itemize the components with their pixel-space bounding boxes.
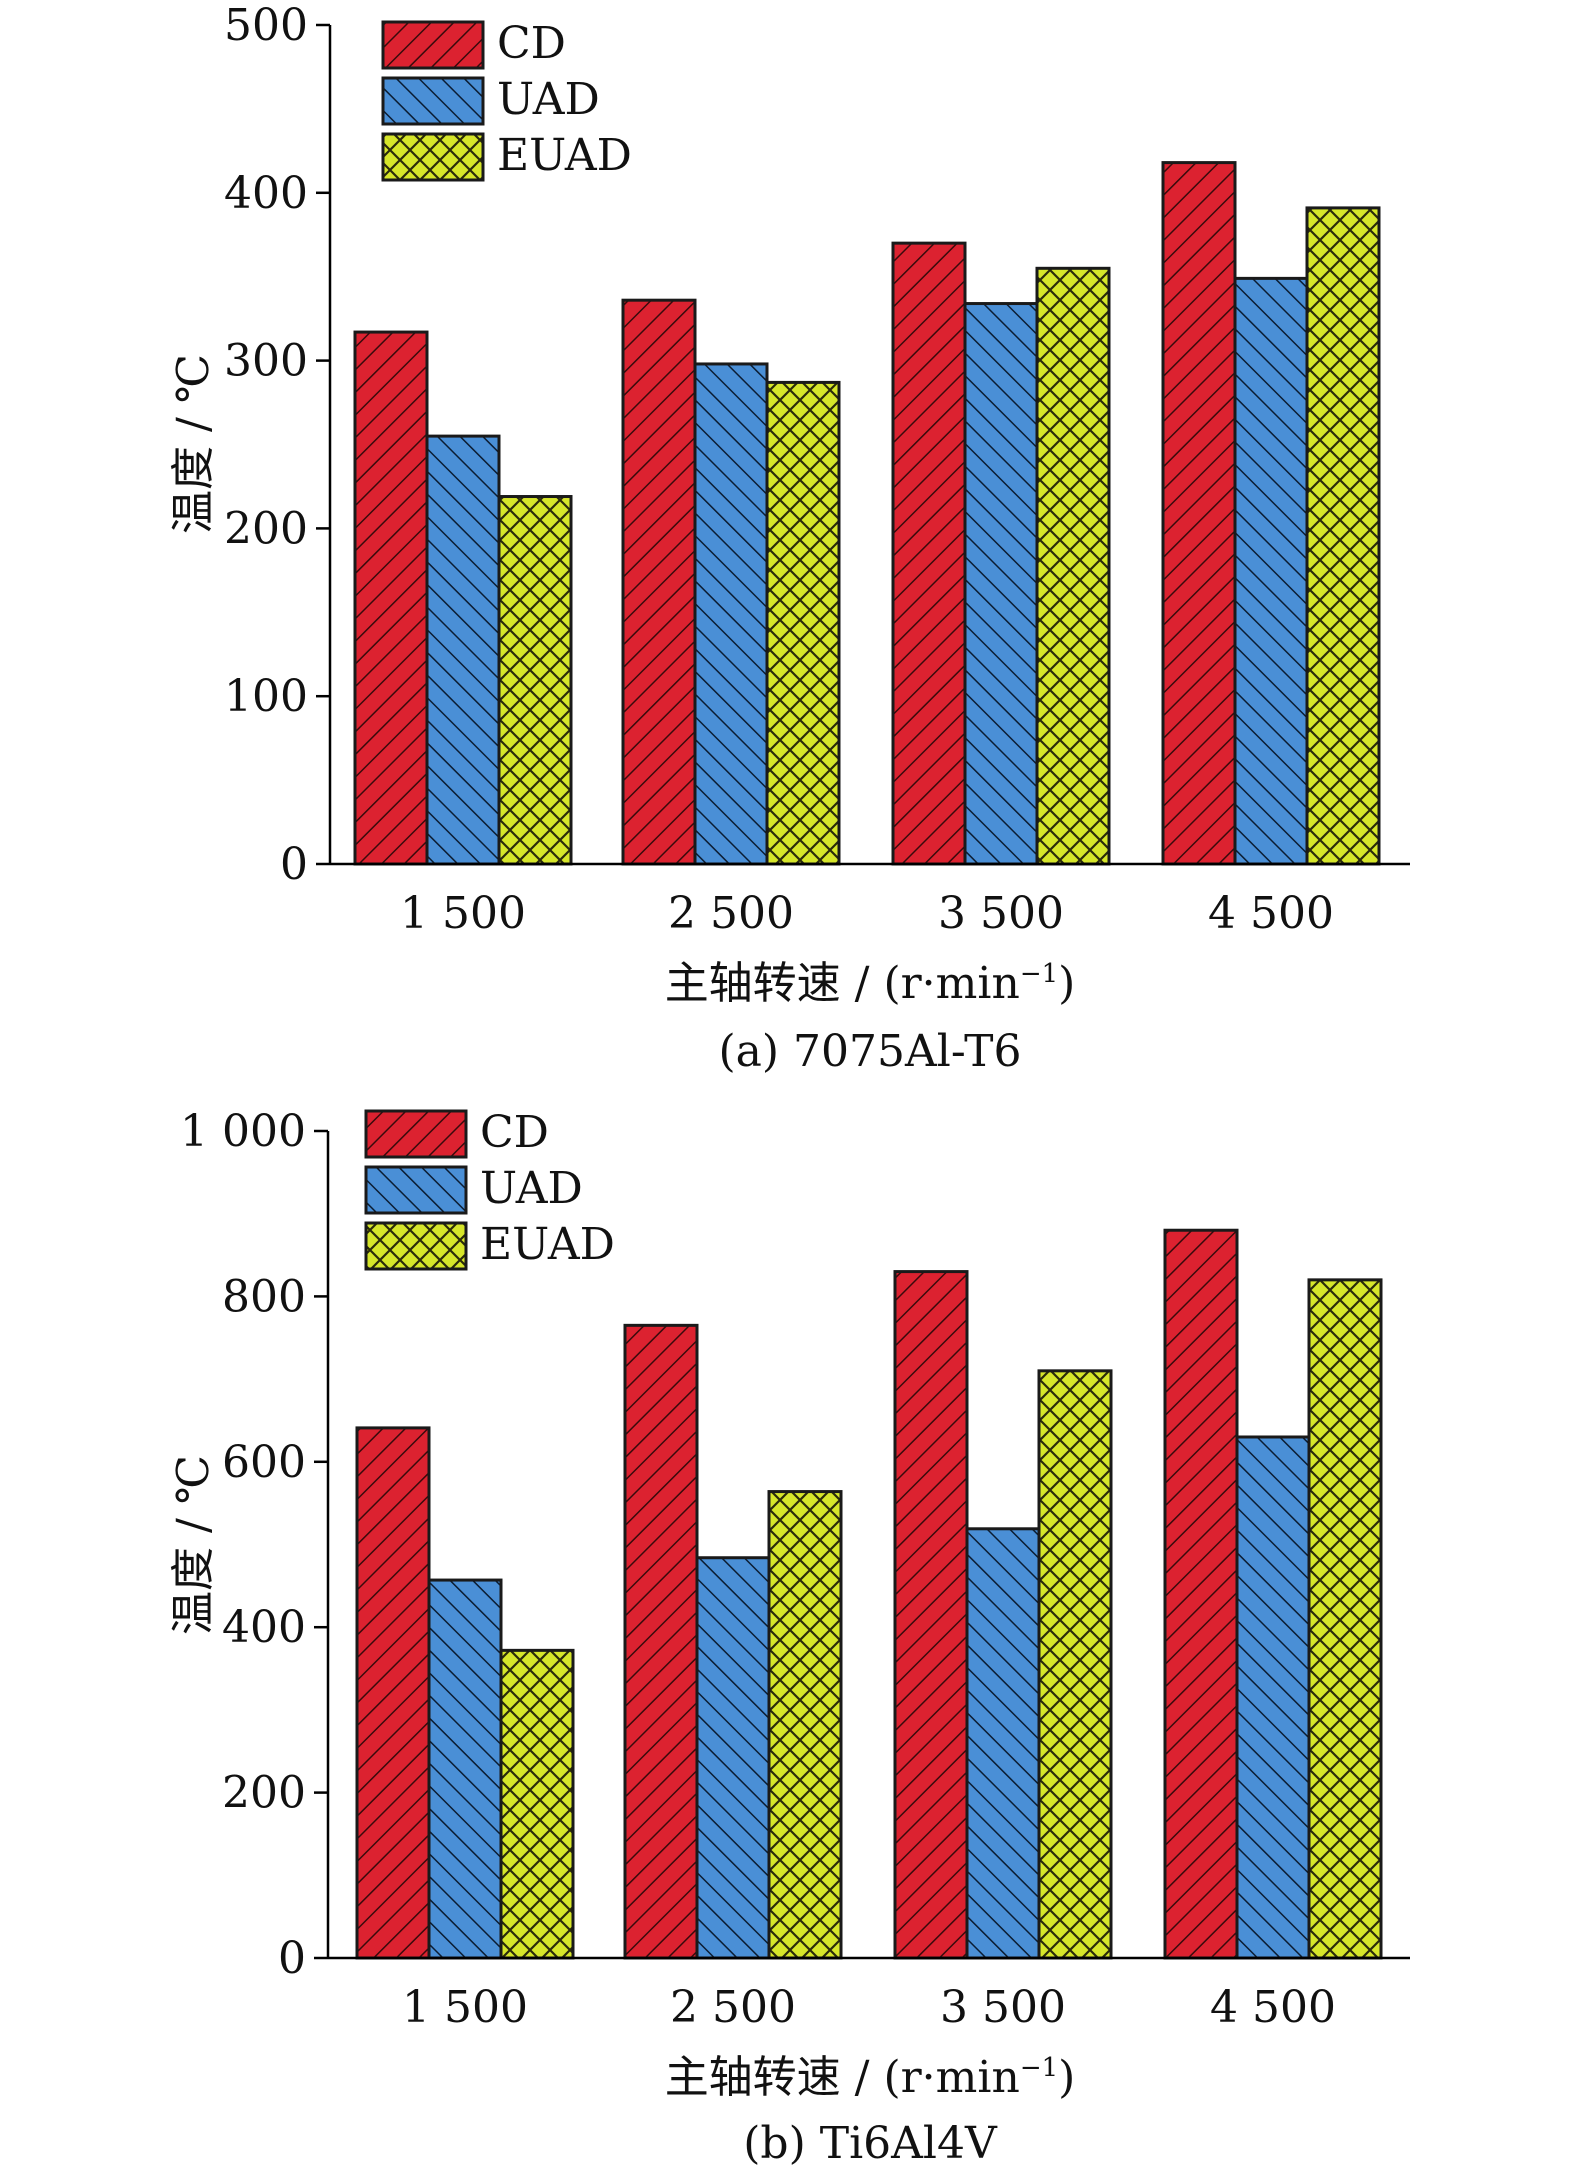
bar-uad-3 [965, 1527, 1041, 1960]
y-tick-label: 600 [222, 1437, 306, 1488]
bar-euad-2 [765, 380, 841, 866]
x-tick-label: 4 500 [1208, 888, 1334, 939]
bar-cd-2 [621, 298, 697, 866]
y-tick-label: 500 [224, 0, 308, 51]
legend-swatch-cd [381, 20, 485, 70]
bar-uad-1 [427, 1578, 503, 1960]
legend-label-euad: EUAD [480, 1219, 615, 1270]
x-tick-label: 1 500 [402, 1982, 528, 2033]
x-tick-label: 3 500 [940, 1982, 1066, 2033]
bar-euad-4 [1307, 1278, 1383, 1960]
legend-swatch-euad [364, 1221, 468, 1271]
x-tick-label: 4 500 [1210, 1982, 1336, 2033]
legend-swatch-cd [364, 1109, 468, 1159]
chart-a-bars [353, 161, 1381, 866]
chart-a-x-axis-label: 主轴转速 / (r·min−1) [665, 958, 1076, 1009]
y-tick-label: 300 [224, 336, 308, 387]
bar-cd-3 [893, 1270, 969, 1960]
y-tick-label: 400 [224, 168, 308, 219]
chart-b-yticks: 0 200 400 600 800 1 000 [180, 1106, 328, 1984]
bar-cd-3 [891, 241, 967, 866]
bar-uad-1 [425, 434, 501, 866]
legend-label-cd: CD [480, 1107, 549, 1158]
legend-label-uad: UAD [497, 74, 600, 125]
chart-b-y-axis-label: 温度 / ℃ [168, 1455, 219, 1635]
x-tick-label: 3 500 [938, 888, 1064, 939]
chart-b-bars [355, 1228, 1383, 1960]
bar-euad-4 [1305, 206, 1381, 866]
chart-a-y-axis-label: 温度 / ℃ [168, 354, 219, 534]
bar-euad-2 [767, 1490, 843, 1960]
bar-cd-4 [1163, 1228, 1239, 1960]
bar-cd-1 [353, 330, 429, 866]
bar-euad-1 [497, 495, 573, 866]
y-tick-label: 200 [222, 1768, 306, 1819]
x-tick-label: 1 500 [400, 888, 526, 939]
chart-a-yticks: 0 100 200 300 400 500 [224, 0, 330, 890]
chart-a-caption: (a) 7075Al-T6 [718, 1026, 1021, 1077]
chart-b-x-axis-label: 主轴转速 / (r·min−1) [665, 2052, 1076, 2103]
chart-a: 0 100 200 300 400 500 1 500 2 500 3 500 4 500 CD… [168, 0, 1410, 1077]
legend-swatch-euad [381, 132, 485, 182]
legend-swatch-uad [381, 76, 485, 126]
x-tick-label: 2 500 [670, 1982, 796, 2033]
chart-a-xticks: 1 500 2 500 3 500 4 500 [400, 888, 1334, 939]
y-tick-label: 100 [224, 671, 308, 722]
bar-uad-2 [693, 362, 769, 866]
y-tick-label: 0 [280, 839, 308, 890]
bar-uad-4 [1235, 1435, 1311, 1960]
legend-label-cd: CD [497, 18, 566, 69]
y-tick-label: 400 [222, 1602, 306, 1653]
bar-uad-4 [1233, 276, 1309, 866]
bar-cd-1 [355, 1426, 431, 1960]
x-tick-label: 2 500 [668, 888, 794, 939]
bar-uad-2 [695, 1556, 771, 1960]
y-tick-label: 1 000 [180, 1106, 306, 1157]
bar-cd-2 [623, 1323, 699, 1960]
bar-uad-3 [963, 302, 1039, 866]
chart-b-caption: (b) Ti6Al4V [743, 2118, 998, 2169]
bar-euad-3 [1037, 1369, 1113, 1960]
bar-euad-1 [499, 1648, 575, 1960]
y-tick-label: 0 [278, 1933, 306, 1984]
chart-b-xticks: 1 500 2 500 3 500 4 500 [402, 1982, 1336, 2033]
y-tick-label: 800 [222, 1271, 306, 1322]
y-tick-label: 200 [224, 503, 308, 554]
bar-euad-3 [1035, 266, 1111, 866]
legend-swatch-uad [364, 1165, 468, 1215]
legend-label-uad: UAD [480, 1163, 583, 1214]
bar-cd-4 [1161, 161, 1237, 866]
legend-label-euad: EUAD [497, 130, 632, 181]
